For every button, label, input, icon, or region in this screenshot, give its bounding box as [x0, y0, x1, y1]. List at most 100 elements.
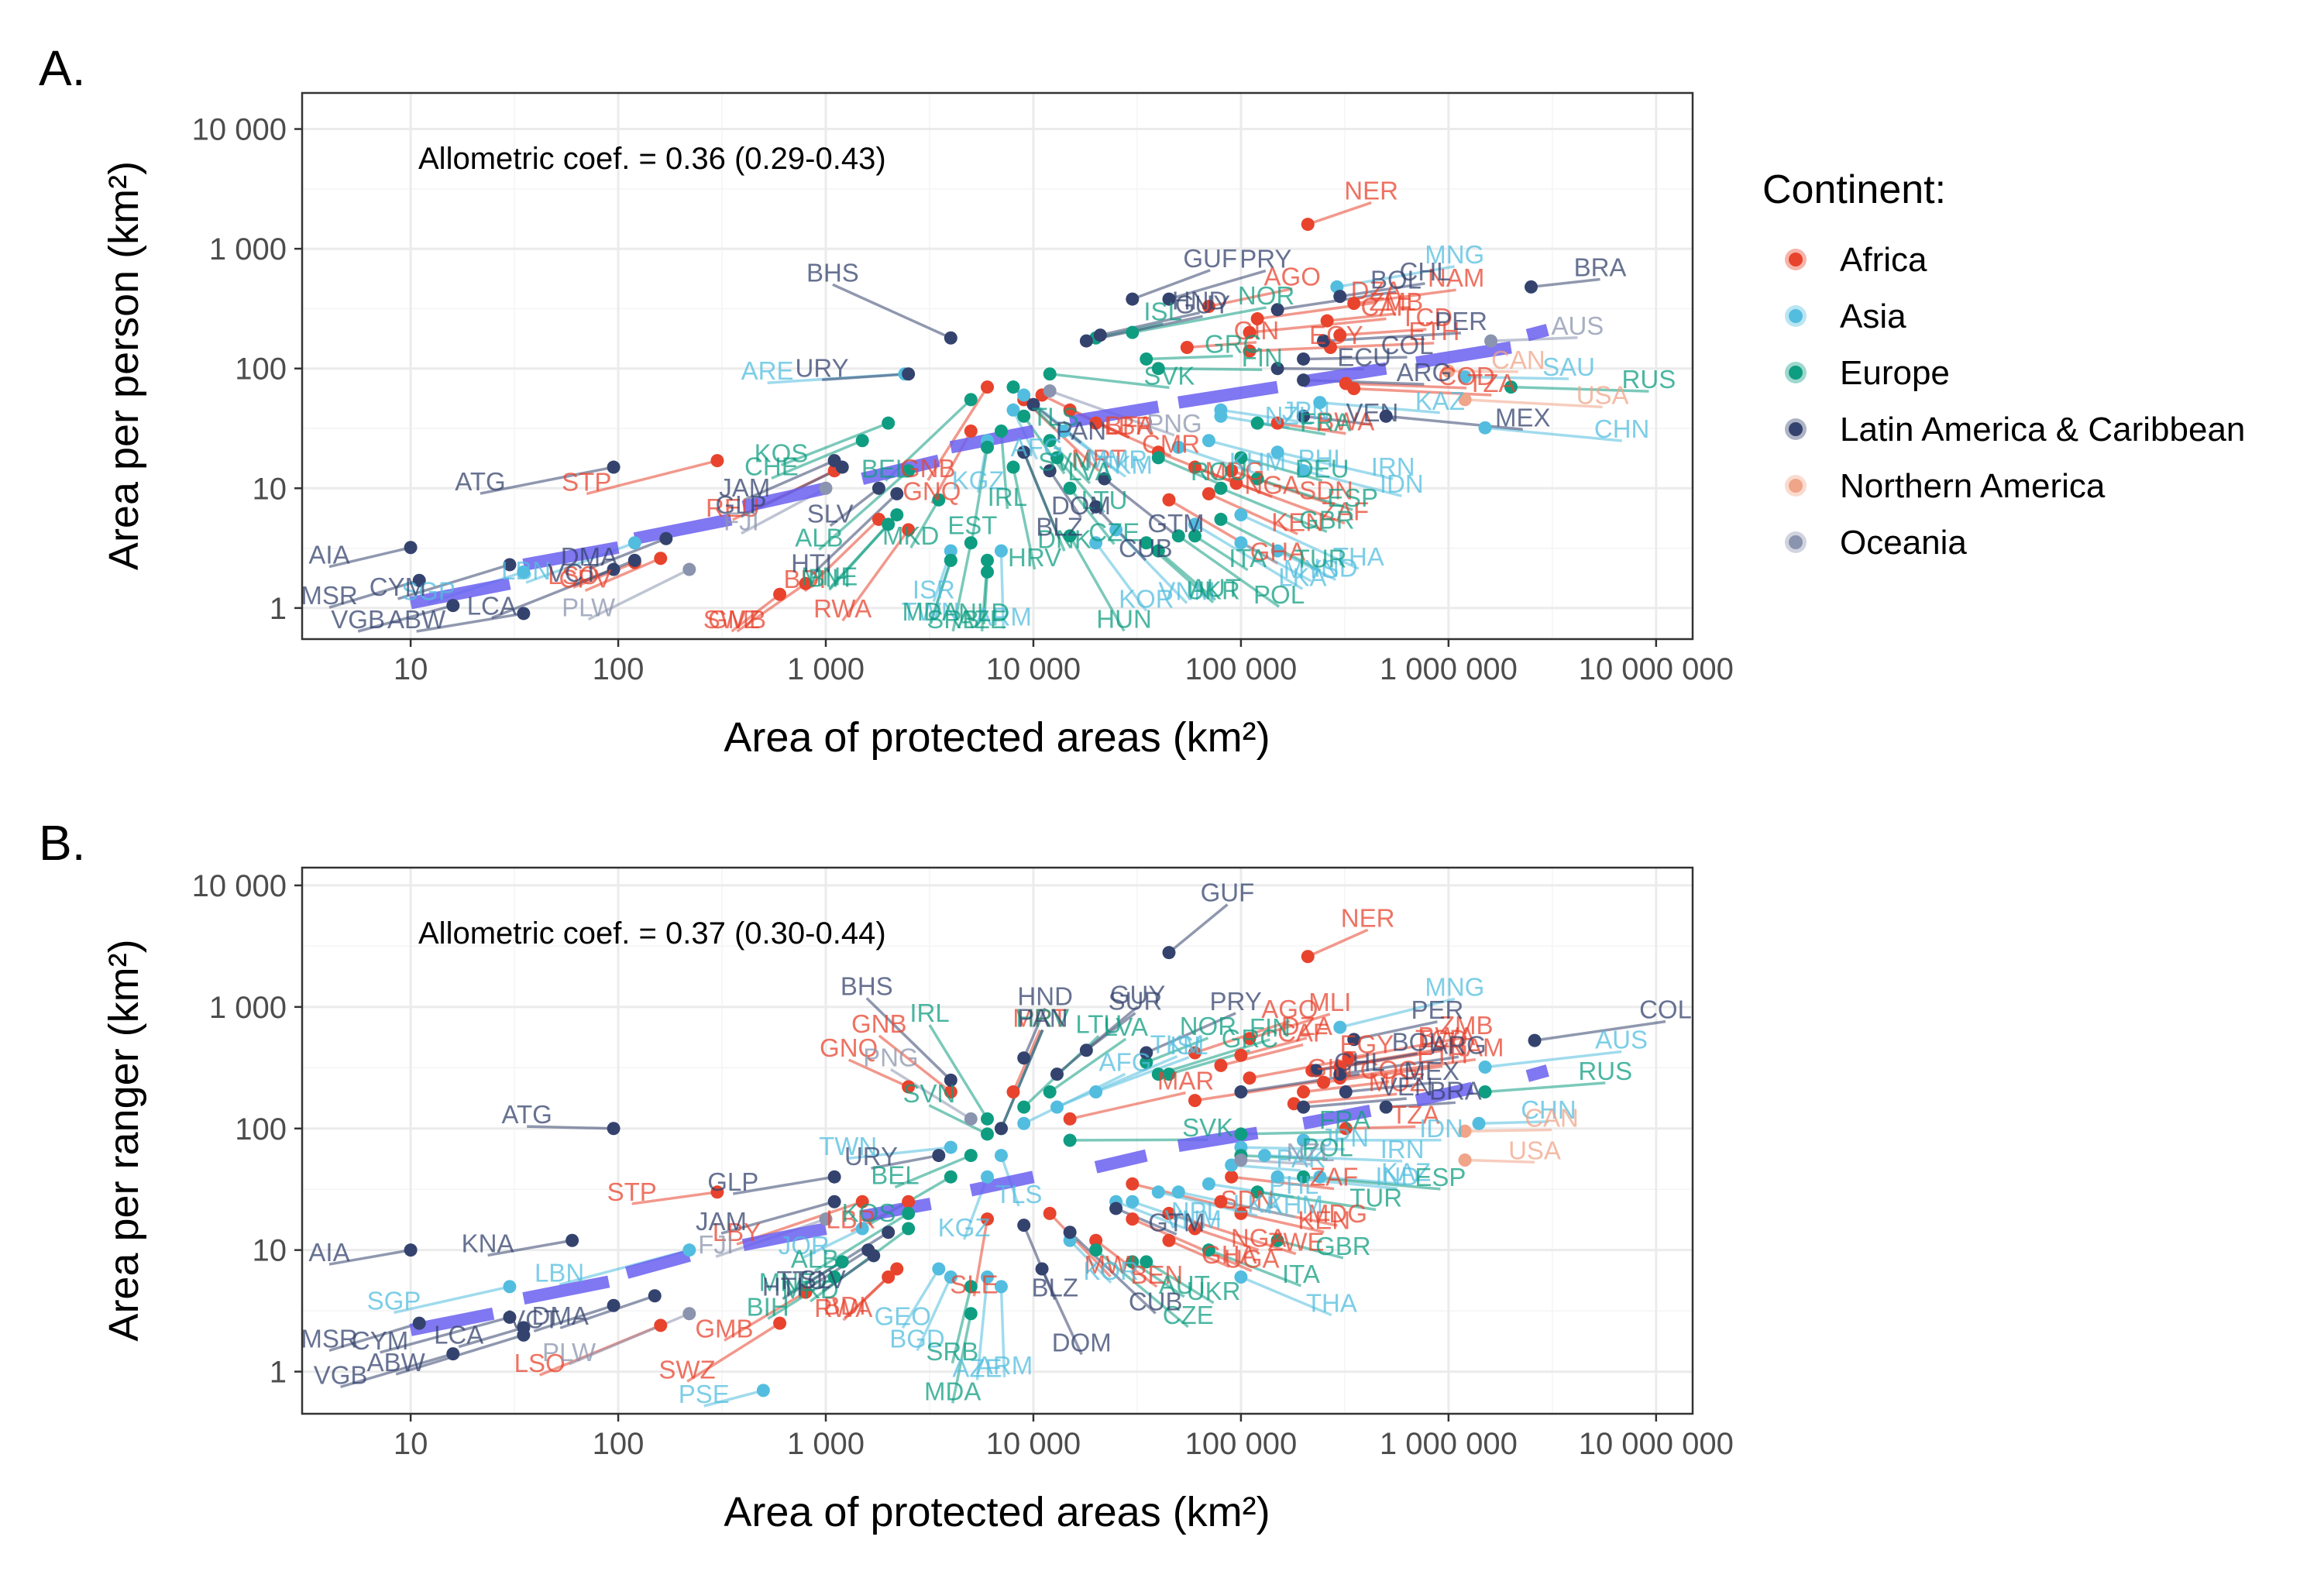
point-label-nld: NLD — [958, 598, 1009, 627]
legend: Continent: Africa Asia Europe Latin America… — [1762, 167, 2245, 562]
label-leader-line — [1012, 466, 1037, 570]
point-label-bgd: BGD — [889, 1325, 945, 1353]
label-leader-line — [1132, 1218, 1253, 1273]
data-point-geo — [932, 1262, 946, 1276]
label-leader-line — [928, 1104, 988, 1136]
point-label-egy: EGY — [1340, 1030, 1394, 1058]
label-leader-line — [810, 493, 898, 576]
label-leader-line — [1339, 1055, 1459, 1076]
point-label-lva: LVA — [1067, 457, 1112, 486]
point-label-plw: PLW — [542, 1338, 596, 1367]
point-label-ben: BEN — [1130, 1260, 1183, 1289]
data-point-deu — [1234, 451, 1248, 465]
point-label-aia: AIA — [308, 541, 349, 569]
point-label-irl: IRL — [988, 483, 1027, 511]
data-point-cub — [1089, 500, 1103, 514]
point-label-vgb: VGB — [331, 605, 385, 634]
data-point-png — [1043, 384, 1057, 398]
fit-segment — [861, 1198, 932, 1222]
point-label-bra: BRA — [1574, 253, 1627, 281]
data-point-tur — [1250, 1185, 1264, 1199]
label-leader-line — [999, 431, 1009, 509]
data-point-swz — [773, 587, 787, 601]
data-point-dma — [659, 531, 673, 545]
point-label-ury: URY — [796, 353, 849, 382]
data-point-ukr — [1140, 536, 1153, 550]
data-point-gbr — [1270, 1233, 1284, 1247]
data-point-bol — [1309, 1064, 1323, 1078]
data-point-pol — [1171, 529, 1185, 543]
data-point-kor — [1089, 536, 1103, 550]
panel-a-x-axis-title: Area of protected areas (km²) — [724, 714, 1270, 761]
y-tick-label: 10 000 — [192, 113, 287, 147]
label-leader-line — [971, 447, 989, 538]
data-point-hun — [1063, 529, 1077, 543]
data-point-vnm — [1109, 523, 1123, 537]
label-leader-line — [1339, 997, 1456, 1029]
point-label-usa: USA — [1508, 1136, 1561, 1164]
point-label-fji: FJI — [724, 507, 759, 536]
point-label-irn: IRN — [1380, 1135, 1425, 1164]
data-point-mys — [1234, 536, 1248, 550]
point-label-lca: LCA — [467, 592, 517, 621]
label-leader-line — [1049, 1037, 1127, 1093]
point-label-guf: GUF — [1183, 244, 1237, 273]
data-point-hnd — [1017, 1051, 1031, 1065]
point-label-cog: COG — [1360, 1055, 1418, 1084]
data-point-afg — [1017, 1116, 1031, 1130]
label-leader-line — [1208, 287, 1293, 308]
label-leader-line — [999, 551, 1005, 629]
data-point-cze — [1063, 481, 1077, 495]
label-leader-line — [1158, 366, 1263, 371]
data-point-zmb — [1342, 1051, 1356, 1065]
point-label-ven: VEN — [1380, 1072, 1433, 1101]
label-leader-line — [1240, 1037, 1308, 1057]
label-leader-line — [380, 1315, 511, 1354]
point-label-zmb: ZMB — [1369, 287, 1423, 316]
data-point-dma — [648, 1289, 662, 1303]
label-leader-line — [1194, 1019, 1291, 1054]
point-label-gnq: GNQ — [820, 1033, 878, 1062]
data-point-mdg — [1214, 1195, 1228, 1208]
point-label-ukr: UKR — [1187, 1277, 1241, 1305]
point-label-slv: SLV — [807, 500, 854, 528]
point-label-mda: MDA — [902, 597, 959, 626]
point-label-msr: MSR — [301, 1324, 357, 1353]
label-leader-line — [813, 1212, 909, 1272]
data-point-can — [1458, 1124, 1472, 1138]
data-point-khm — [1171, 1185, 1185, 1199]
data-point-hti — [890, 486, 904, 500]
data-point-npl — [1126, 1195, 1140, 1208]
x-tick-label: 100 — [593, 1427, 645, 1461]
label-leader-line — [803, 518, 880, 593]
y-tick-label: 10 — [253, 1234, 287, 1268]
point-label-sgp: SGP — [401, 576, 456, 605]
data-point-ven — [1297, 1100, 1311, 1114]
data-point-alb — [902, 1206, 916, 1220]
data-point-ind — [1270, 1170, 1284, 1184]
data-point-guy — [1050, 1067, 1064, 1081]
x-tick-label: 10 — [394, 652, 428, 686]
data-point-twn — [944, 1140, 957, 1154]
label-leader-line — [1531, 277, 1600, 289]
label-leader-line — [1220, 486, 1328, 534]
point-label-kos: KOS — [842, 1198, 896, 1227]
data-point-aia — [404, 1243, 418, 1257]
y-tick-label: 1 — [270, 592, 287, 626]
panel-b-annotation: Allometric coef. = 0.37 (0.30-0.44) — [418, 916, 886, 951]
data-point-sau — [1458, 370, 1472, 384]
point-label-hti: HTI — [791, 548, 832, 577]
point-label-bfa: BFA — [1105, 411, 1153, 439]
data-point-sdn — [1126, 1177, 1140, 1191]
panel-a-annotation: Allometric coef. = 0.36 (0.29-0.43) — [418, 142, 886, 176]
label-leader-line — [1294, 1092, 1397, 1105]
point-label-isr: ISR — [913, 576, 955, 604]
data-point-tls — [994, 1149, 1008, 1163]
data-point-ltu — [1050, 451, 1064, 465]
label-leader-line — [951, 1286, 973, 1364]
label-leader-line — [1177, 445, 1258, 476]
data-point-lbn — [682, 1243, 696, 1257]
data-point-guy — [1079, 334, 1093, 348]
data-point-zwe — [1162, 1206, 1176, 1220]
